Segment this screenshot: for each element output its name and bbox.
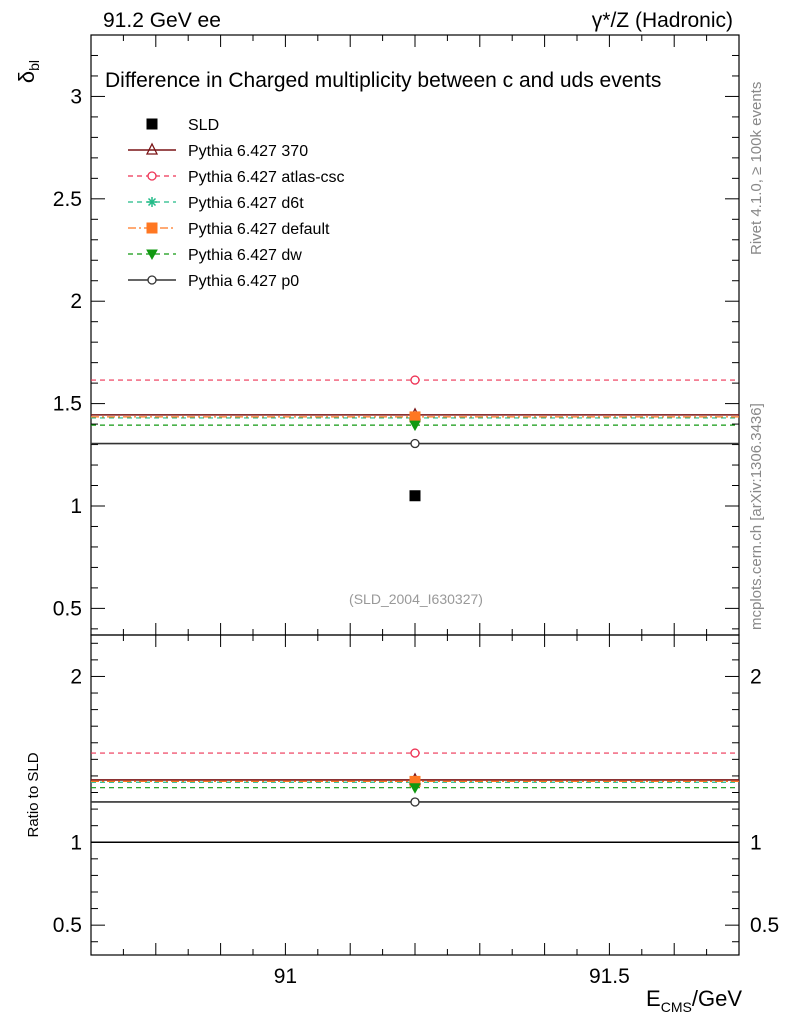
legend-label: Pythia 6.427 p0: [188, 273, 299, 290]
legend-marker: [146, 249, 158, 261]
y-tick-label-main: 1.5: [53, 393, 82, 416]
y-tick-label-ratio-left: 2: [70, 665, 82, 688]
legend-label-sld: SLD: [188, 117, 219, 134]
series-marker-ratio: [410, 748, 420, 758]
y-tick-label-main: 1: [70, 495, 82, 518]
legend-label: Pythia 6.427 d6t: [188, 195, 304, 212]
legend-marker: [145, 142, 159, 155]
header-right-label: γ*/Z (Hadronic): [592, 9, 733, 32]
y-tick-label-main: 2: [70, 290, 82, 313]
legend-marker: [147, 171, 157, 181]
axis-ticks: 91 91.5 0.5 1 1.5 2 2.5 3 0.5 0.5 1 1 2 2: [53, 34, 779, 988]
data-point-sld: [409, 490, 421, 502]
chart-title: Difference in Charged multiplicity betwe…: [105, 69, 661, 92]
y-axis-label-ratio: Ratio to SLD: [25, 752, 42, 837]
legend-marker: [146, 222, 158, 234]
y-axis-label-main: δbl: [14, 60, 42, 83]
x-axis-label-symbol: E: [646, 986, 661, 1011]
legend-label: Pythia 6.427 atlas-csc: [188, 169, 345, 186]
legend-marker-stroke: [147, 197, 157, 207]
y-axis-label-main-subscript: bl: [26, 60, 42, 71]
legend-marker-sld: [146, 118, 158, 130]
x-axis-label: ECMS/GeV: [646, 986, 742, 1015]
y-tick-label-ratio-right: 1: [750, 831, 762, 854]
series-marker-main: [409, 411, 421, 423]
x-axis-label-subscript: CMS: [661, 999, 692, 1015]
x-tick-label: 91: [274, 965, 297, 988]
mcplots-label: mcplots.cern.ch [arXiv:1306.3436]: [748, 403, 765, 630]
y-tick-label-ratio-left: 0.5: [53, 914, 82, 937]
analysis-tag: (SLD_2004_I630327): [349, 591, 483, 607]
series-marker-ratio: [409, 783, 421, 794]
data-marks: [91, 375, 739, 844]
y-tick-label-ratio-right: 0.5: [750, 914, 779, 937]
legend-label: Pythia 6.427 370: [188, 143, 308, 160]
y-tick-label-main: 0.5: [53, 597, 82, 620]
y-tick-label-ratio-left: 1: [70, 831, 82, 854]
rivet-label: Rivet 4.1.0, ≥ 100k events: [748, 82, 765, 255]
series-marker-ratio: [410, 797, 420, 807]
x-axis-label-unit: /GeV: [692, 986, 742, 1011]
x-tick-label: 91.5: [589, 965, 630, 988]
legend-marker: [147, 275, 157, 285]
y-tick-label-main: 2.5: [53, 188, 82, 211]
y-axis-label-main-symbol: δ: [14, 71, 39, 83]
ratio-panel-frame: [90, 634, 740, 956]
series-marker-main: [409, 420, 421, 432]
legend-label: Pythia 6.427 dw: [188, 247, 302, 264]
legend: SLD Pythia 6.427 370 Pythia 6.427 atlas-cs…: [128, 117, 345, 290]
y-tick-label-main: 3: [70, 85, 82, 108]
header-left-label: 91.2 GeV ee: [103, 9, 221, 32]
series-marker-main: [410, 375, 420, 385]
legend-marker: [147, 197, 157, 207]
legend-label: Pythia 6.427 default: [188, 221, 330, 238]
y-tick-label-ratio-right: 2: [750, 665, 762, 688]
series-marker-main: [410, 438, 420, 449]
